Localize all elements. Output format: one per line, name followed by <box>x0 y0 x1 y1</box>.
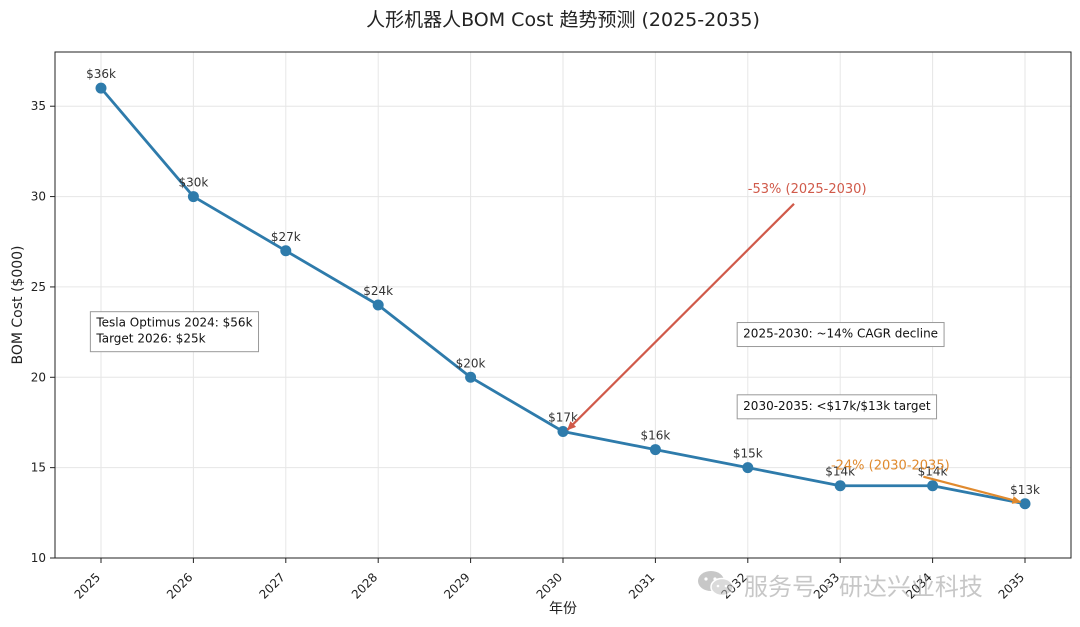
text-box: 2025-2030: ~14% CAGR decline <box>736 322 945 348</box>
x-tick-label: 2027 <box>256 570 287 601</box>
x-tick-label: 2029 <box>441 570 472 601</box>
data-label: $20k <box>456 356 486 370</box>
text-boxes: Tesla Optimus 2024: $56k Target 2026: $25… <box>89 311 945 420</box>
x-axis-label: 年份 <box>549 601 577 617</box>
data-label: $36k <box>86 67 116 81</box>
x-tick-label: 2030 <box>534 570 565 601</box>
data-point <box>1019 498 1031 510</box>
y-tick-label: 10 <box>31 551 46 565</box>
data-label: $13k <box>1010 483 1040 497</box>
y-tick-label: 25 <box>31 280 46 294</box>
text-box-line: Tesla Optimus 2024: $56k <box>95 316 252 330</box>
x-tick-label: 2026 <box>164 570 195 601</box>
wechat-icon <box>698 571 734 597</box>
text-box-frame <box>736 394 938 420</box>
data-label: $17k <box>548 411 578 425</box>
data-label: $15k <box>733 447 763 461</box>
data-label: $30k <box>178 176 208 190</box>
text-box: 2030-2035: <$17k/$13k target <box>736 394 938 420</box>
data-label: $24k <box>363 284 393 298</box>
y-tick-label: 35 <box>31 99 46 113</box>
text-box-line: Target 2026: $25k <box>95 332 205 346</box>
data-label: $14k <box>825 465 855 479</box>
data-point <box>372 299 384 311</box>
series: $36k $30k $27k $24k $20k $17k $16k $15k $14k $14k… <box>86 67 1040 510</box>
annotation-arrow <box>923 475 1022 504</box>
data-label: $16k <box>640 429 670 443</box>
data-label: $14k <box>918 465 948 479</box>
y-tick-label: 30 <box>31 190 46 204</box>
annotation-arrow <box>566 203 795 431</box>
text-box-frame <box>736 322 945 348</box>
data-point <box>834 480 846 492</box>
x-tick-label: 2035 <box>996 570 1027 601</box>
y-axis-label: BOM Cost ($000) <box>10 245 26 364</box>
annotations: -53% (2025-2030) -24% (2030-2035) <box>566 182 1022 504</box>
data-point <box>557 426 569 437</box>
watermark: 服务号 · 研达兴业科技 <box>696 566 983 602</box>
annotation-text: -53% (2025-2030) <box>748 182 867 197</box>
grid <box>55 52 1071 559</box>
y-tick-label: 20 <box>31 370 46 384</box>
data-point <box>742 462 754 474</box>
data-point <box>927 480 939 492</box>
y-axis: 10 15 20 25 30 35 <box>31 99 55 565</box>
text-box-line: 2025-2030: ~14% CAGR decline <box>743 327 938 341</box>
text-box-line: 2030-2035: <$17k/$13k target <box>743 399 931 413</box>
data-point <box>280 245 292 257</box>
data-point <box>95 82 107 94</box>
chart-title: 人形机器人BOM Cost 趋势预测 (2025-2035) <box>366 9 760 31</box>
text-box: Tesla Optimus 2024: $56k Target 2026: $25… <box>89 311 260 353</box>
x-tick-label: 2031 <box>626 570 657 601</box>
data-point <box>465 371 477 383</box>
data-point <box>649 444 661 456</box>
x-tick-label: 2028 <box>349 570 380 601</box>
data-point <box>187 191 199 203</box>
data-label: $27k <box>271 230 301 244</box>
annotation-text: -24% (2030-2035) <box>831 458 950 473</box>
y-tick-label: 15 <box>31 461 46 475</box>
text-box-frame <box>89 311 260 353</box>
x-tick-label: 2025 <box>72 570 103 601</box>
watermark-text: 服务号 · 研达兴业科技 <box>744 572 983 601</box>
